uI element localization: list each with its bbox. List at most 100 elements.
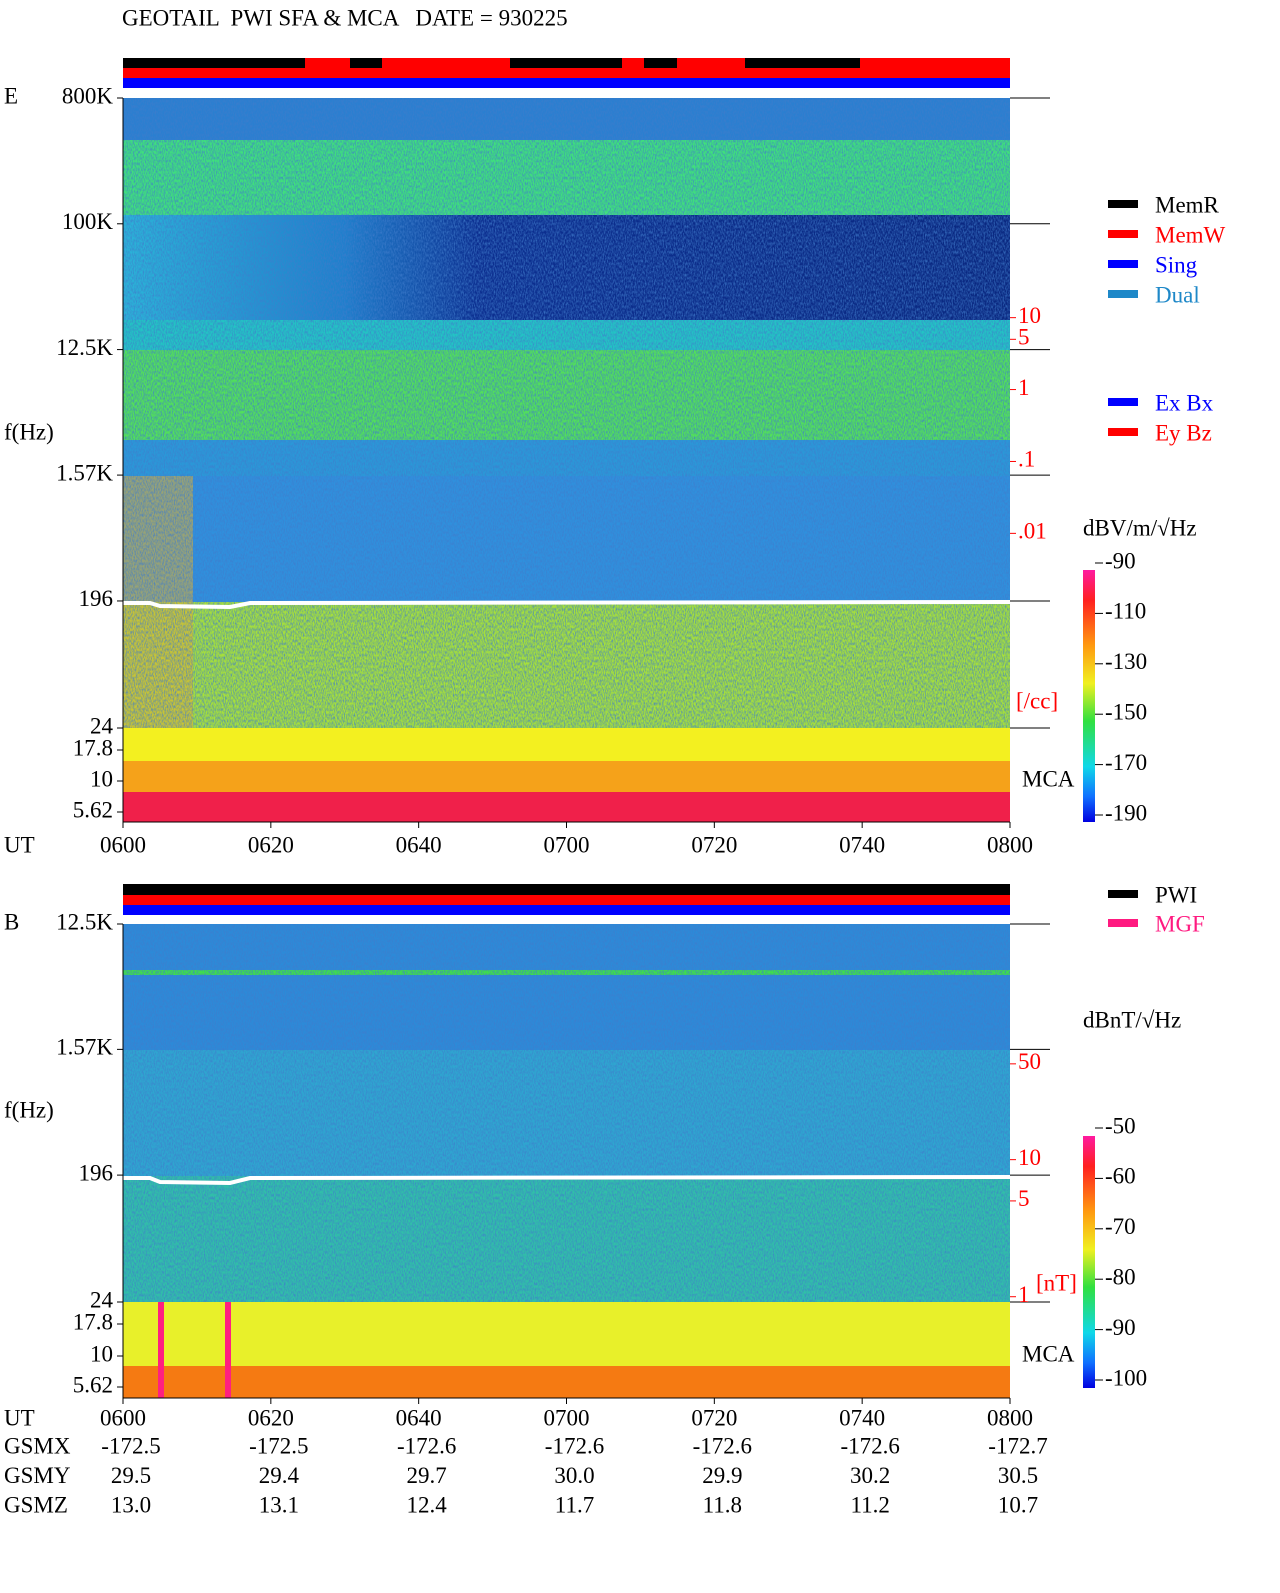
legend-label: PWI xyxy=(1155,882,1197,907)
legend-label: MemW xyxy=(1155,222,1226,247)
ephemeris-value: -172.5 xyxy=(249,1433,308,1458)
ephemeris-value: -172.6 xyxy=(545,1433,604,1458)
y-tick-label: 800K xyxy=(62,83,114,108)
colorbar-label: dBnT/√Hz xyxy=(1083,1007,1181,1032)
x-axis-label: UT xyxy=(4,832,35,857)
title: GEOTAIL PWI SFA & MCA DATE = 930225 xyxy=(122,5,568,30)
y-tick-label: 24 xyxy=(90,713,114,738)
x-tick-label: 0800 xyxy=(987,832,1033,857)
y2-tick-label: 10 xyxy=(1018,1145,1041,1170)
y-tick-label: 12.5K xyxy=(56,335,113,360)
x-tick-label: 0620 xyxy=(248,1405,294,1430)
ephemeris-value: 11.7 xyxy=(555,1492,594,1517)
x-tick-label: 0640 xyxy=(396,832,442,857)
y2-axis-label: [/cc] xyxy=(1016,688,1058,713)
y2-tick-label: 10 xyxy=(1018,303,1041,328)
ephemeris-value: 29.9 xyxy=(702,1463,742,1488)
legend-swatch xyxy=(1108,230,1138,238)
colorbar xyxy=(1083,570,1095,822)
ephemeris-value: 10.7 xyxy=(998,1492,1038,1517)
legend-label: MemR xyxy=(1155,192,1220,217)
ephemeris-value: -172.6 xyxy=(397,1433,456,1458)
legend-swatch xyxy=(1108,200,1138,208)
ephemeris-label: GSMX xyxy=(4,1433,71,1458)
x-tick-label: 0600 xyxy=(100,1405,146,1430)
ephemeris-value: 30.5 xyxy=(998,1463,1038,1488)
panel-label: E xyxy=(4,83,18,108)
y-tick-label: 196 xyxy=(79,586,114,611)
colorbar-label: dBV/m/√Hz xyxy=(1083,515,1197,540)
ephemeris-value: 29.5 xyxy=(111,1463,151,1488)
ephemeris-value: 30.0 xyxy=(554,1463,594,1488)
x-tick-label: 0720 xyxy=(691,832,737,857)
legend-label: Ex Bx xyxy=(1155,390,1214,415)
colorbar-tick-label: -70 xyxy=(1105,1214,1136,1239)
legend-swatch xyxy=(1108,290,1138,298)
y-tick-label: 1.57K xyxy=(56,460,113,485)
y-tick-label: 100K xyxy=(62,209,114,234)
colorbar-tick-label: -90 xyxy=(1105,1315,1136,1340)
ephemeris-value: 13.0 xyxy=(111,1492,151,1517)
ephemeris-value: 12.4 xyxy=(407,1492,448,1517)
colorbar-tick-label: -190 xyxy=(1105,800,1147,825)
ephemeris-value: 29.4 xyxy=(259,1463,300,1488)
colorbar-tick-label: -170 xyxy=(1105,750,1147,775)
spectrogram-e xyxy=(123,58,1011,822)
y2-tick-label: .1 xyxy=(1018,447,1035,472)
ephemeris-value: -172.6 xyxy=(693,1433,752,1458)
y-tick-label: 196 xyxy=(79,1160,114,1185)
y-tick-label: 24 xyxy=(90,1287,114,1312)
mca-tick-label: 17.8 xyxy=(73,1309,113,1334)
x-tick-label: 0600 xyxy=(100,832,146,857)
panel-label: B xyxy=(4,909,19,934)
colorbar-tick-label: -100 xyxy=(1105,1365,1147,1390)
ephemeris-label: GSMZ xyxy=(4,1492,68,1517)
y-axis-label: f(Hz) xyxy=(4,1097,54,1122)
colorbar-tick-label: -110 xyxy=(1105,599,1146,624)
mca-tick-label: 10 xyxy=(90,1341,113,1366)
ephemeris-value: 30.2 xyxy=(850,1463,890,1488)
x-tick-label: 0740 xyxy=(839,1405,885,1430)
x-tick-label: 0640 xyxy=(396,1405,442,1430)
y2-axis-label: [nT] xyxy=(1036,1270,1077,1295)
y2-tick-label: 1 xyxy=(1018,1282,1030,1307)
x-tick-label: 0800 xyxy=(987,1405,1033,1430)
mca-label: MCA xyxy=(1022,766,1075,791)
mca-tick-label: 5.62 xyxy=(73,797,113,822)
x-tick-label: 0700 xyxy=(544,832,590,857)
legend-swatch xyxy=(1108,428,1138,436)
colorbar-tick-label: -50 xyxy=(1105,1113,1136,1138)
colorbar-tick-label: -80 xyxy=(1105,1264,1136,1289)
spectrogram-b xyxy=(123,884,1011,1398)
legend-swatch xyxy=(1108,919,1138,927)
legend-label: Sing xyxy=(1155,252,1198,277)
mca-tick-label: 17.8 xyxy=(73,735,113,760)
y2-tick-label: 50 xyxy=(1018,1049,1041,1074)
colorbar-tick-label: -60 xyxy=(1105,1164,1136,1189)
ephemeris-value: -172.6 xyxy=(840,1433,899,1458)
colorbar xyxy=(1083,1136,1095,1388)
y2-tick-label: 1 xyxy=(1018,375,1030,400)
legend-swatch xyxy=(1108,260,1138,268)
ephemeris-label: GSMY xyxy=(4,1463,71,1488)
colorbar-tick-label: -90 xyxy=(1105,548,1136,573)
y2-tick-label: 5 xyxy=(1018,325,1030,350)
y2-tick-label: .01 xyxy=(1018,519,1047,544)
x-axis-label: UT xyxy=(4,1405,35,1430)
mca-tick-label: 5.62 xyxy=(73,1372,113,1397)
ephemeris-value: 13.1 xyxy=(259,1492,299,1517)
ephemeris-value: 11.8 xyxy=(703,1492,742,1517)
legend-swatch xyxy=(1108,398,1138,406)
x-tick-label: 0740 xyxy=(839,832,885,857)
legend-label: Dual xyxy=(1155,282,1200,307)
colorbar-tick-label: -150 xyxy=(1105,699,1147,724)
x-tick-label: 0720 xyxy=(691,1405,737,1430)
mca-label: MCA xyxy=(1022,1341,1075,1366)
legend-label: Ey Bz xyxy=(1155,420,1212,445)
legend-swatch xyxy=(1108,890,1138,898)
ephemeris-value: 11.2 xyxy=(850,1492,889,1517)
ephemeris-value: -172.7 xyxy=(988,1433,1047,1458)
ephemeris-value: -172.5 xyxy=(101,1433,160,1458)
legend-label: MGF xyxy=(1155,911,1205,936)
